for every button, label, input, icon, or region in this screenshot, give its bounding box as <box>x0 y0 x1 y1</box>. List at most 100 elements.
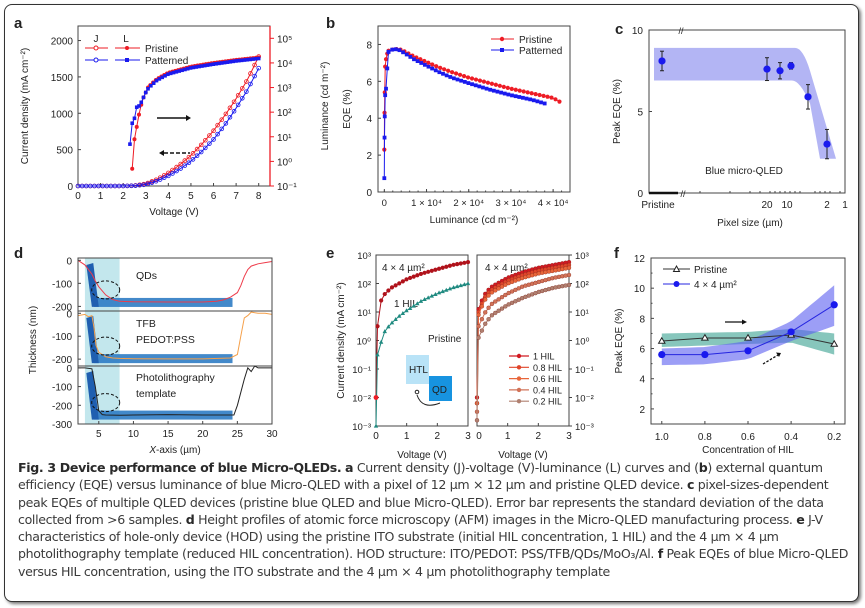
panel-label-a: a <box>14 15 23 32</box>
data-point <box>170 171 175 176</box>
panel-b: 0 1 × 10⁴ 2 × 10⁴ 3 × 10⁴ 4 × 10⁴ 0 2 4 6 8 Lumina… <box>342 25 571 226</box>
y2-tick-label: 10⁰ <box>277 157 292 168</box>
data-point <box>451 285 456 290</box>
panel-label-c: c <box>615 21 623 38</box>
data-point <box>408 54 413 59</box>
data-point <box>141 95 146 100</box>
data-point <box>185 66 190 71</box>
data-point <box>465 75 471 80</box>
data-point <box>248 81 253 87</box>
data-point <box>496 308 501 313</box>
data-point <box>393 47 398 52</box>
data-point <box>203 145 208 151</box>
data-point <box>830 301 838 309</box>
subplot-label: PEDOT:PSS <box>136 334 195 346</box>
caption-panel-ref: d <box>185 511 195 527</box>
data-point <box>228 59 233 64</box>
subplot-label: QDs <box>136 270 157 282</box>
data-point <box>149 180 155 185</box>
subplot-frame <box>77 365 273 425</box>
x-tick-label: 3 × 10⁴ <box>496 198 527 209</box>
data-point <box>501 84 506 89</box>
data-point <box>375 352 380 357</box>
panel-e: 10⁻³ 10⁻³ 10⁻² 10⁻² 10⁻¹ 10⁻¹ 10⁰ 10⁰ 10¹ 10¹ 10² 1… <box>336 251 594 461</box>
y2-tick-label: 10⁰ <box>575 337 590 348</box>
data-point <box>180 68 184 73</box>
y-tick-label: 10⁻¹ <box>352 365 371 376</box>
data-point <box>566 282 572 288</box>
left-plot-title: 4 × 4 µm² <box>382 263 425 274</box>
x-tick-label: 1 <box>98 191 104 202</box>
data-point <box>174 70 179 74</box>
x-tick-label: 0.4 <box>784 432 798 443</box>
data-point <box>157 77 162 81</box>
data-point <box>378 339 384 344</box>
x-tick-label: 0.8 <box>698 432 712 443</box>
data-point <box>197 64 201 69</box>
data-point <box>553 97 558 102</box>
y-tick-label: 10⁻³ <box>352 422 371 433</box>
y-tick-label: 1000 <box>51 109 74 120</box>
data-point <box>415 301 420 306</box>
x-tick-label: 0 <box>476 431 482 442</box>
data-point <box>787 62 795 70</box>
caption-body: a Current density (J)-voltage (V)-lumina… <box>18 460 849 579</box>
data-point <box>483 310 488 315</box>
data-point <box>493 288 498 293</box>
data-point <box>244 89 249 94</box>
series-line <box>375 283 469 427</box>
data-point <box>235 92 241 98</box>
data-point <box>499 90 504 95</box>
y-tick-label: 0 <box>366 188 372 199</box>
panel-d: 0 -100 -200 QDs 0 -100 -200 TFB PEDOT:PSS 0 -100 -2… <box>28 256 278 456</box>
x-tick-label: 5 <box>96 429 102 440</box>
subplot-label: Photolithography <box>136 372 216 384</box>
x-tick-label: 2 × 10⁴ <box>453 198 484 209</box>
legend-label: 0.2 HIL <box>533 397 562 407</box>
caption-panel-ref: f <box>657 546 664 562</box>
y-tick-label: 0 <box>66 309 72 320</box>
data-point <box>411 303 416 308</box>
data-point <box>787 328 795 336</box>
x-tick-label: 2 <box>435 431 441 442</box>
inset-htl-box <box>406 355 429 384</box>
x-axis-label-left: Voltage (V) <box>397 450 446 461</box>
data-point <box>203 137 208 143</box>
profile-line <box>77 259 273 303</box>
y2-tick-label: 10⁻¹ <box>575 365 594 376</box>
data-point <box>401 50 405 55</box>
x-tick-label: 2 <box>120 191 126 202</box>
data-point <box>177 69 182 73</box>
data-point <box>182 158 188 163</box>
data-point <box>521 89 526 94</box>
data-point <box>477 78 483 83</box>
data-point <box>513 94 518 99</box>
panel-label-d: d <box>14 245 23 262</box>
legend-marker <box>125 46 129 50</box>
right-plot-title: 4 × 4 µm² <box>485 263 528 274</box>
legend-marker <box>499 36 505 42</box>
data-point <box>137 104 141 108</box>
panel-label-e: e <box>326 245 334 262</box>
data-point <box>205 63 210 67</box>
y-tick-label: -100 <box>52 332 72 343</box>
panel-a: 0 1 2 3 4 5 6 7 8 0 500 1000 1500 2000 10⁻¹ 10⁰ 10¹ 10² 10… <box>20 25 331 218</box>
x-tick-label: 8 <box>256 191 262 202</box>
data-point <box>491 88 496 93</box>
data-point <box>444 73 449 78</box>
data-point <box>404 52 409 57</box>
y-tick-label: 0 <box>67 182 73 193</box>
data-point <box>146 86 150 91</box>
data-point <box>462 260 467 265</box>
data-point <box>509 86 514 91</box>
data-point <box>194 65 199 69</box>
data-point <box>404 277 409 282</box>
data-point <box>462 282 467 287</box>
y-tick-label: 2000 <box>51 37 74 48</box>
data-point <box>444 264 449 269</box>
data-point <box>566 272 572 278</box>
data-point <box>489 290 495 295</box>
data-point <box>211 62 216 66</box>
series-annotation: Pristine <box>428 334 462 345</box>
data-point <box>479 304 485 309</box>
